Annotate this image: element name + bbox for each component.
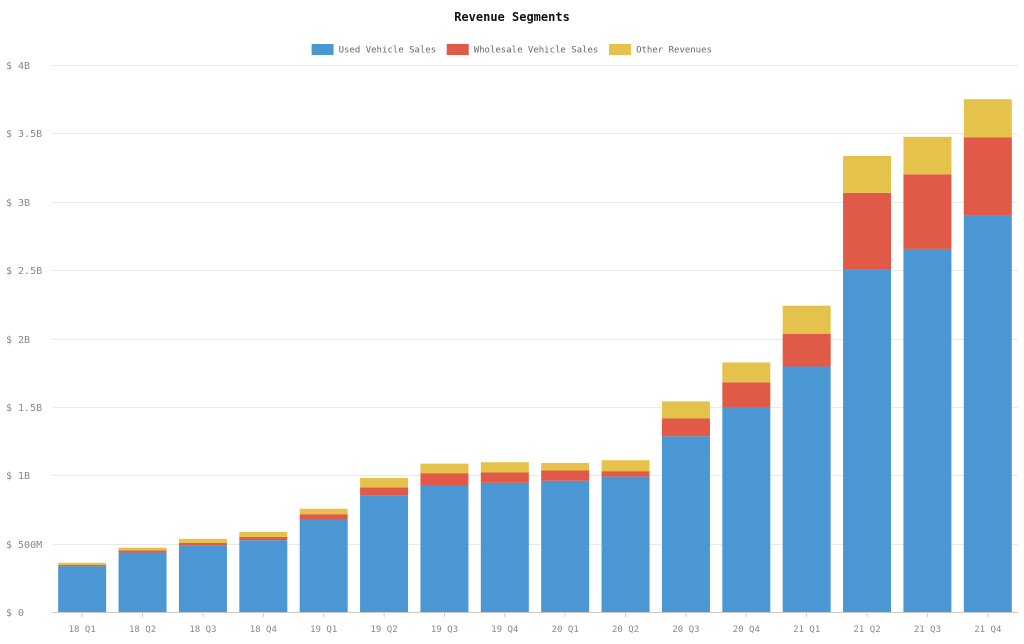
bar-segment[interactable]: [963, 137, 1012, 216]
bar-segment[interactable]: [58, 562, 107, 565]
bar-segment[interactable]: [843, 269, 892, 612]
bar-segment[interactable]: [118, 550, 167, 553]
bar-segment[interactable]: [601, 460, 650, 472]
bar-segment[interactable]: [178, 538, 227, 543]
bar-segment[interactable]: [239, 532, 288, 537]
bar-segment[interactable]: [661, 418, 710, 437]
y-tick-label: $ 1B: [6, 471, 30, 482]
y-tick-label: $ 1.5B: [6, 403, 42, 414]
legend-label: Other Revenues: [636, 46, 712, 56]
y-tick-label: $ 500M: [6, 540, 42, 551]
bar-segment[interactable]: [58, 564, 107, 567]
x-tick-label: 19 Q1: [310, 625, 337, 635]
x-tick-label: 20 Q2: [612, 625, 639, 635]
bar-segment[interactable]: [299, 519, 348, 612]
bar-segment[interactable]: [782, 305, 831, 334]
bar-segment[interactable]: [420, 463, 469, 474]
bar-segment[interactable]: [963, 99, 1012, 138]
x-tick-label: 20 Q3: [672, 625, 699, 635]
legend-item[interactable]: Used Vehicle Sales: [311, 44, 437, 56]
y-tick-label: $ 0: [6, 608, 24, 619]
bar-segment[interactable]: [661, 436, 710, 612]
legend-item[interactable]: Other Revenues: [609, 44, 712, 56]
bar-segment[interactable]: [722, 407, 771, 612]
bar-segment[interactable]: [601, 476, 650, 612]
x-tick-label: 19 Q4: [491, 625, 518, 635]
chart-title: Revenue Segments: [454, 10, 570, 24]
bar-segment[interactable]: [541, 480, 590, 612]
bar-segment[interactable]: [541, 470, 590, 481]
x-tick-label: 18 Q2: [129, 625, 156, 635]
bar-segment[interactable]: [178, 542, 227, 546]
x-tick-label: 20 Q4: [733, 625, 760, 635]
bar-segment[interactable]: [360, 487, 409, 496]
bar-segment[interactable]: [420, 485, 469, 612]
bar-segment[interactable]: [661, 401, 710, 419]
x-tick-label: 21 Q4: [974, 625, 1001, 635]
bar-segment[interactable]: [239, 536, 288, 541]
x-tick-label: 21 Q1: [793, 625, 820, 635]
legend-swatch: [609, 44, 632, 55]
bar-segment[interactable]: [903, 174, 952, 249]
bar-segment[interactable]: [480, 462, 529, 473]
bar-segment[interactable]: [843, 155, 892, 193]
bar-segment[interactable]: [903, 136, 952, 175]
bar-segment[interactable]: [480, 472, 529, 483]
bar-segment[interactable]: [299, 514, 348, 520]
bar-segment[interactable]: [239, 540, 288, 612]
bar-segment[interactable]: [963, 215, 1012, 613]
bar-segment[interactable]: [782, 366, 831, 612]
y-tick-label: $ 4B: [6, 61, 30, 72]
bar-segment[interactable]: [782, 333, 831, 367]
bar-segment[interactable]: [722, 362, 771, 383]
x-tick-label: 20 Q1: [552, 625, 579, 635]
y-tick-label: $ 3.5B: [6, 129, 42, 140]
bar-segment[interactable]: [118, 552, 167, 612]
legend-label: Used Vehicle Sales: [339, 46, 437, 56]
legend-item[interactable]: Wholesale Vehicle Sales: [446, 44, 599, 56]
bar-segment[interactable]: [420, 473, 469, 486]
bar-segment[interactable]: [299, 508, 348, 515]
y-tick-label: $ 3B: [6, 198, 30, 209]
x-tick-label: 19 Q3: [431, 625, 458, 635]
x-axis: 18 Q1 18 Q2 18 Q3 18 Q4 19 Q1 19 Q2 19 Q3 19 Q4…: [52, 612, 1018, 635]
x-tick-label: 21 Q3: [914, 625, 941, 635]
bar-segment[interactable]: [360, 477, 409, 488]
bar-segment[interactable]: [722, 382, 771, 408]
x-tick-label: 18 Q4: [250, 625, 277, 635]
bar-segment[interactable]: [118, 547, 167, 551]
x-tick-label: 19 Q2: [371, 625, 398, 635]
y-tick-label: $ 2B: [6, 335, 30, 346]
y-tick-label: $ 2.5B: [6, 266, 42, 277]
bar-segment[interactable]: [360, 495, 409, 612]
bar-segment[interactable]: [480, 482, 529, 612]
x-tick-label: 21 Q2: [854, 625, 881, 635]
bars-layer: [58, 99, 1012, 613]
bar-segment[interactable]: [58, 566, 107, 612]
bar-segment[interactable]: [903, 248, 952, 612]
legend: Used Vehicle Sales Wholesale Vehicle Sale…: [311, 44, 712, 56]
bar-segment[interactable]: [541, 462, 590, 471]
x-tick-label: 18 Q3: [189, 625, 216, 635]
legend-swatch: [446, 44, 469, 55]
legend-label: Wholesale Vehicle Sales: [474, 46, 599, 56]
legend-swatch: [311, 44, 334, 55]
bar-segment[interactable]: [601, 471, 650, 477]
bar-segment[interactable]: [843, 192, 892, 270]
x-tick-label: 18 Q1: [69, 625, 96, 635]
bar-segment[interactable]: [178, 545, 227, 612]
